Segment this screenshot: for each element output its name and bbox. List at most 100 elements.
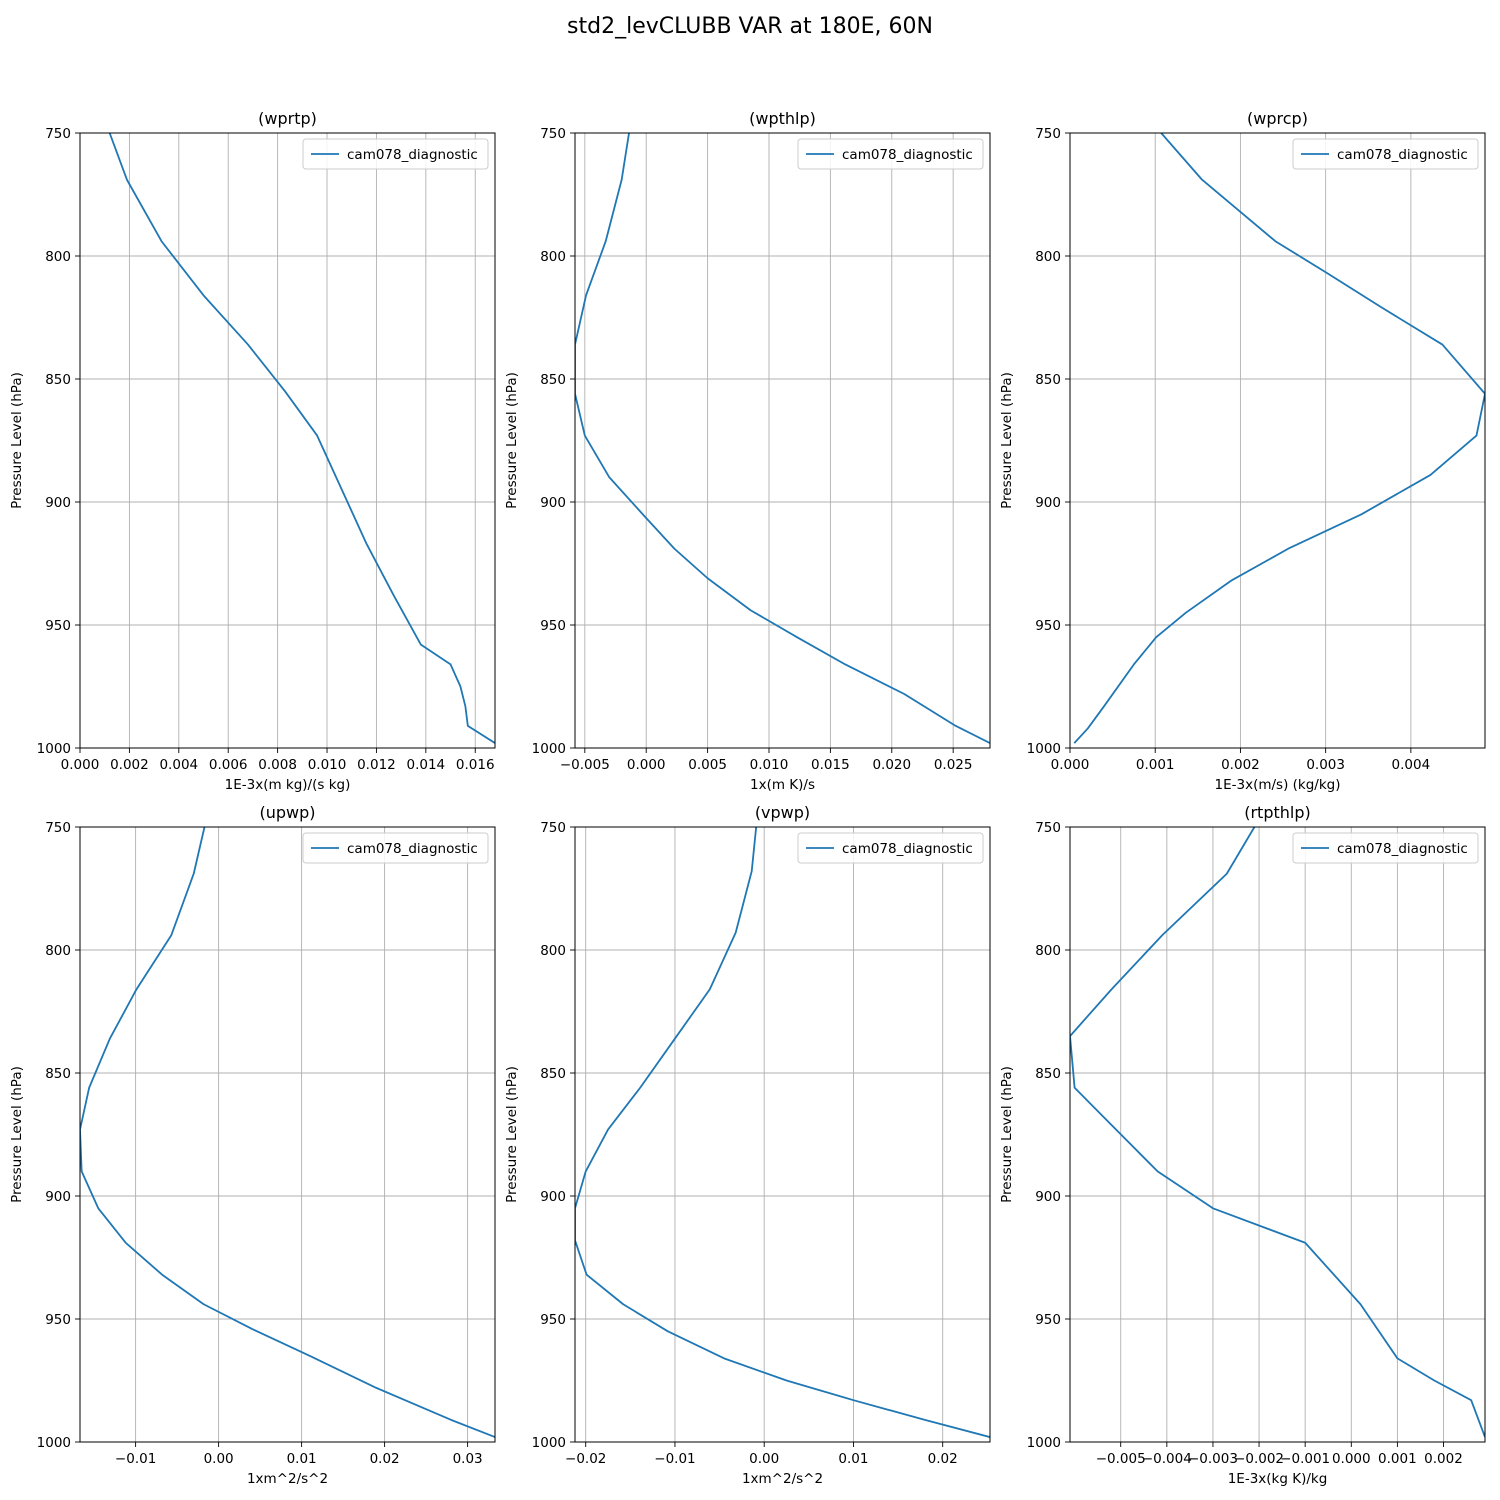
x-tick-label: 0.000 — [1051, 757, 1090, 773]
y-tick-label: 800 — [540, 249, 566, 265]
series-line-0 — [1070, 827, 1485, 1438]
x-axis-label: 1E-3x(m/s) (kg/kg) — [1215, 777, 1341, 793]
y-tick-label: 850 — [1035, 1066, 1061, 1082]
y-axis-label: Pressure Level (hPa) — [999, 372, 1015, 509]
x-tick-label: 0.002 — [1424, 1451, 1463, 1467]
y-tick-label: 850 — [540, 372, 566, 388]
y-tick-label: 1000 — [532, 1435, 566, 1451]
y-tick-label: 750 — [45, 820, 71, 836]
axes-frame — [79, 132, 496, 749]
figure-title: std2_levCLUBB VAR at 180E, 60N — [567, 14, 933, 39]
subplot-3: −0.01 0.00 0.01 0.02 0.03 750 800 850 900 950 1000… — [9, 803, 496, 1487]
x-tick-label: 0.010 — [308, 757, 347, 773]
y-tick-label: 950 — [45, 618, 71, 634]
axes-frame — [574, 826, 991, 1443]
y-tick-label: 900 — [540, 1189, 566, 1205]
y-tick-label: 750 — [1035, 126, 1061, 142]
legend-box — [797, 138, 984, 170]
legend-box — [302, 138, 489, 170]
legend-label: cam078_diagnostic — [347, 147, 478, 163]
legend: cam078_diagnostic — [302, 832, 489, 864]
x-axis-label: 1xm^2/s^2 — [247, 1471, 328, 1487]
subplot-title: (wprcp) — [1247, 109, 1308, 128]
y-tick-label: 850 — [1035, 372, 1061, 388]
y-tick-label: 800 — [45, 943, 71, 959]
y-tick-label: 950 — [540, 1312, 566, 1328]
x-tick-label: −0.002 — [1234, 1451, 1284, 1467]
legend-label: cam078_diagnostic — [347, 841, 478, 857]
y-tick-label: 800 — [1035, 943, 1061, 959]
subplot-2: 0.000 0.001 0.002 0.003 0.004 750 800 850 900 950… — [999, 109, 1486, 793]
axes-frame — [574, 132, 991, 749]
series-line-0 — [1073, 133, 1485, 744]
axes-frame — [79, 826, 496, 1443]
x-tick-label: 0.006 — [209, 757, 248, 773]
subplot-title: (wprtp) — [258, 109, 317, 128]
series-line-0 — [575, 827, 990, 1438]
legend-box — [797, 832, 984, 864]
legend-box — [1292, 138, 1479, 170]
subplot-4: −0.02 −0.01 0.00 0.01 0.02 750 800 850 900 950 100… — [504, 803, 991, 1487]
y-tick-label: 900 — [45, 495, 71, 511]
series-line-0 — [108, 133, 495, 744]
x-tick-label: 0.00 — [749, 1451, 779, 1467]
x-tick-label: 0.02 — [928, 1451, 958, 1467]
subplot-title: (rtpthlp) — [1244, 803, 1311, 822]
y-tick-label: 800 — [540, 943, 566, 959]
y-tick-label: 750 — [540, 126, 566, 142]
legend: cam078_diagnostic — [302, 138, 489, 170]
y-tick-label: 900 — [1035, 1189, 1061, 1205]
legend-label: cam078_diagnostic — [842, 147, 973, 163]
y-tick-label: 950 — [45, 1312, 71, 1328]
x-tick-label: 0.002 — [1221, 757, 1260, 773]
y-axis-label: Pressure Level (hPa) — [9, 1066, 25, 1203]
y-axis-label: Pressure Level (hPa) — [504, 1066, 520, 1203]
subplot-title: (vpwp) — [755, 803, 810, 822]
x-tick-label: 0.014 — [407, 757, 446, 773]
legend: cam078_diagnostic — [1292, 138, 1479, 170]
legend: cam078_diagnostic — [797, 138, 984, 170]
x-tick-label: 0.002 — [110, 757, 149, 773]
x-tick-label: 0.025 — [934, 757, 973, 773]
y-tick-label: 1000 — [37, 1435, 71, 1451]
x-tick-label: 0.003 — [1306, 757, 1345, 773]
y-tick-label: 950 — [540, 618, 566, 634]
x-tick-label: 0.016 — [456, 757, 495, 773]
series-line-0 — [80, 827, 495, 1438]
y-tick-label: 800 — [1035, 249, 1061, 265]
x-tick-label: −0.004 — [1142, 1451, 1192, 1467]
x-tick-label: −0.005 — [1096, 1451, 1146, 1467]
axes-frame — [1069, 826, 1486, 1443]
x-tick-label: 0.004 — [1392, 757, 1431, 773]
y-tick-label: 1000 — [532, 741, 566, 757]
x-tick-label: 0.005 — [688, 757, 727, 773]
y-axis-label: Pressure Level (hPa) — [999, 1066, 1015, 1203]
legend-box — [302, 832, 489, 864]
subplot-5: −0.005−0.004−0.003−0.002−0.001 0.000 0.001… — [999, 803, 1486, 1487]
y-tick-label: 800 — [45, 249, 71, 265]
series-line-0 — [575, 133, 990, 744]
x-tick-label: −0.001 — [1280, 1451, 1330, 1467]
x-axis-label: 1x(m K)/s — [750, 777, 815, 793]
y-axis-label: Pressure Level (hPa) — [9, 372, 25, 509]
x-tick-label: 0.015 — [811, 757, 850, 773]
y-tick-label: 900 — [45, 1189, 71, 1205]
subplot-1: −0.005 0.000 0.005 0.010 0.015 0.020 0.025 750 8… — [504, 109, 991, 793]
x-tick-label: 0.01 — [838, 1451, 868, 1467]
subplot-0: 0.000 0.002 0.004 0.006 0.008 0.010 0.012 0.014… — [9, 109, 496, 793]
x-tick-label: 0.020 — [872, 757, 911, 773]
x-tick-label: 0.004 — [159, 757, 198, 773]
x-axis-label: 1E-3x(m kg)/(s kg) — [225, 777, 351, 793]
axes-frame — [1069, 132, 1486, 749]
y-tick-label: 950 — [1035, 1312, 1061, 1328]
y-tick-label: 850 — [45, 1066, 71, 1082]
legend-label: cam078_diagnostic — [1337, 147, 1468, 163]
x-tick-label: 0.03 — [453, 1451, 483, 1467]
legend-label: cam078_diagnostic — [842, 841, 973, 857]
legend-box — [1292, 832, 1479, 864]
x-axis-label: 1E-3x(kg K)/kg — [1228, 1471, 1328, 1487]
x-tick-label: −0.02 — [565, 1451, 606, 1467]
y-tick-label: 1000 — [1027, 741, 1061, 757]
x-tick-label: −0.01 — [115, 1451, 156, 1467]
